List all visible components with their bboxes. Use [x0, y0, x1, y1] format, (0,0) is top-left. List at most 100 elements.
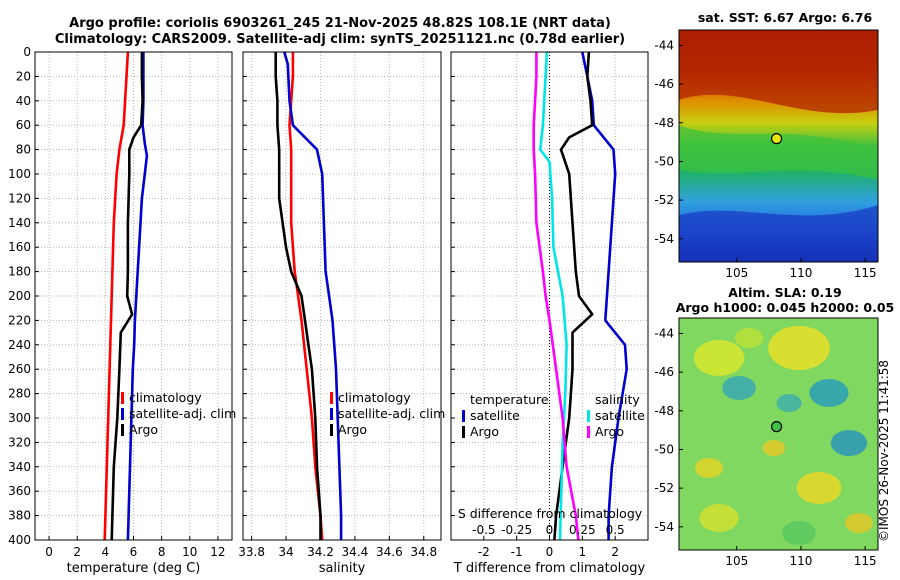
- legend-swatch: [587, 426, 590, 438]
- series-line-salinity-argo: [532, 52, 580, 541]
- x-tick-label: 34: [278, 545, 293, 559]
- legend-label: climatology: [129, 390, 202, 405]
- y-tick-label: 0: [23, 45, 31, 59]
- salinity-profile-panel: 33.8 34 34.2 34.4 34.6 34.8 salinity climatolog…: [238, 51, 445, 576]
- y-tick-label: 80: [16, 143, 31, 157]
- sla-blob: [768, 326, 830, 370]
- sla-map-title-line2: Argo h1000: 0.045 h2000: 0.05: [675, 300, 895, 315]
- sla-blob: [693, 340, 745, 376]
- argo-marker: [770, 133, 783, 145]
- sla-blob: [699, 504, 739, 532]
- y-tick-label: 120: [8, 191, 31, 205]
- sst-map-title: sat. SST: 6.67 Argo: 6.76: [697, 10, 873, 25]
- x-tick-label: 1: [579, 545, 587, 559]
- x-tick-label: 4: [102, 545, 110, 559]
- y-tick-label: 280: [8, 387, 31, 401]
- x-tick-label: 110: [790, 554, 813, 568]
- map-frame: [678, 29, 879, 263]
- y-tick-label: 380: [8, 509, 31, 523]
- y-tick-label: 180: [8, 265, 31, 279]
- sla-blob: [830, 430, 868, 456]
- sla-blob: [735, 328, 763, 348]
- difference-profile-panel: -2 -1 0 1 2 T difference from climatology temp…: [450, 51, 649, 576]
- axes-frame: [242, 51, 442, 541]
- x-tick-label: 0: [546, 545, 554, 559]
- y-tick-label: -52: [654, 481, 674, 495]
- y-tick-label: -44: [654, 326, 674, 340]
- sst-map-field: [679, 30, 878, 262]
- x-tick-label: 115: [854, 554, 877, 568]
- series-line-climatology: [103, 51, 130, 541]
- x-tick-label: 34.2: [307, 545, 334, 559]
- y-tick-label: -54: [654, 232, 674, 246]
- y-tick-label: 140: [8, 216, 31, 230]
- s-tick-label: 0.25: [569, 523, 596, 537]
- series-line-argo: [274, 52, 322, 540]
- legend-label: satellite: [595, 408, 645, 423]
- legend-label: satellite-adj. clim: [338, 406, 445, 421]
- y-tick-label: 320: [8, 435, 31, 449]
- x-tick-label: -2: [478, 545, 490, 559]
- legend-swatch: [121, 392, 124, 404]
- y-tick-label: 100: [8, 167, 31, 181]
- legend-swatch: [330, 408, 333, 420]
- y-tick-label: -46: [654, 365, 674, 379]
- sla-map: -44 -46 -48 -50 -52 -54 105 110 115: [654, 317, 879, 568]
- x-axis-label: temperature (deg C): [67, 561, 201, 576]
- x-tick-label: 8: [158, 545, 166, 559]
- series-line-argo: [110, 52, 144, 541]
- legend-label: satellite-adj. clim: [129, 406, 236, 421]
- legend-title-salinity: salinity: [595, 392, 640, 407]
- x-axis-label: T difference from climatology: [453, 561, 646, 576]
- y-tick-label: 60: [16, 118, 31, 132]
- x-tick-label: 110: [790, 266, 813, 280]
- s-axis-label: S difference from climatology: [458, 506, 643, 521]
- y-tick-label: -46: [654, 77, 674, 91]
- s-tick-label: 0: [546, 523, 554, 537]
- legend-swatch: [121, 408, 124, 420]
- y-tick-label: 20: [16, 69, 31, 83]
- series-line-temperature-argo: [553, 51, 594, 541]
- y-tick-label: 160: [8, 240, 31, 254]
- sst-green-band: [679, 125, 878, 180]
- x-tick-label: 2: [73, 545, 81, 559]
- s-tick-label: -0.25: [501, 523, 532, 537]
- y-tick-label: 260: [8, 362, 31, 376]
- x-tick-label: -1: [511, 545, 523, 559]
- legend-swatch: [462, 426, 465, 438]
- legend-swatch: [462, 410, 465, 422]
- sla-blob: [809, 379, 849, 407]
- x-tick-label: 12: [210, 545, 225, 559]
- sla-map-title-line1: Altim. SLA: 0.19: [728, 285, 842, 300]
- y-tick-label: 340: [8, 460, 31, 474]
- sla-blob: [845, 513, 873, 533]
- sla-blob: [796, 472, 842, 504]
- y-tick-label: 200: [8, 289, 31, 303]
- legend-label: Argo: [338, 422, 367, 437]
- x-tick-label: 115: [854, 266, 877, 280]
- s-tick-label: -0.5: [472, 523, 495, 537]
- y-tick-label: 240: [8, 338, 31, 352]
- y-tick-label: -50: [654, 154, 674, 168]
- figure-title-line2: Climatology: CARS2009. Satellite-adj cli…: [54, 32, 626, 47]
- legend-label: Argo: [595, 424, 624, 439]
- s-tick-label: 0.5: [606, 523, 625, 537]
- y-tick-label: 400: [8, 533, 31, 547]
- legend-label: satellite: [470, 408, 520, 423]
- x-tick-label: 0: [45, 545, 53, 559]
- y-tick-label: -54: [654, 520, 674, 534]
- sla-blob: [695, 458, 723, 478]
- y-tick-label: 40: [16, 94, 31, 108]
- sla-blob: [782, 521, 816, 545]
- y-tick-label: 360: [8, 484, 31, 498]
- axes-frame: [450, 51, 649, 541]
- x-tick-label: 10: [182, 545, 197, 559]
- x-tick-label: 34.4: [342, 545, 369, 559]
- sst-map: -44 -46 -48 -50 -52 -54 105 110 115: [654, 29, 879, 280]
- legend-label: climatology: [338, 390, 411, 405]
- x-tick-label: 2: [611, 545, 619, 559]
- figure-title-line1: Argo profile: coriolis 6903261_245 21-No…: [69, 16, 611, 31]
- legend-title-temperature: temperature: [470, 392, 549, 407]
- x-tick-label: 33.8: [238, 545, 265, 559]
- y-tick-label: 220: [8, 313, 31, 327]
